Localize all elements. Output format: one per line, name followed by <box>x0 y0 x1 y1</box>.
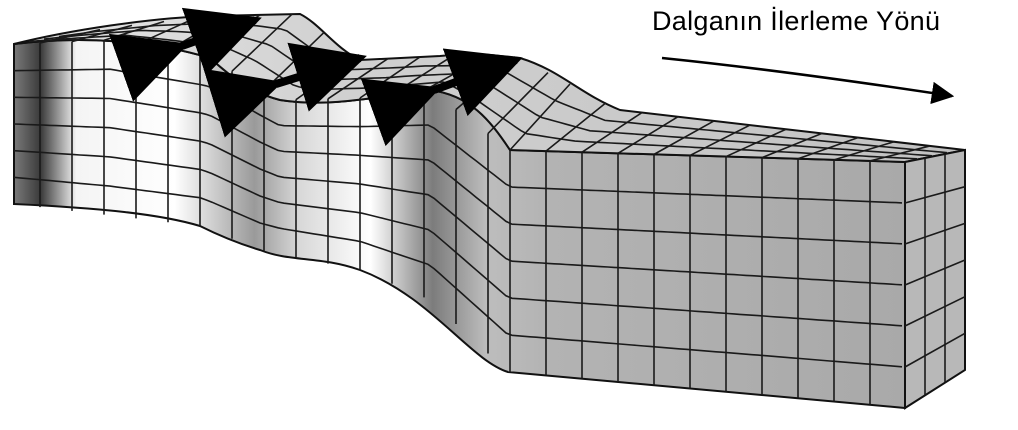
grid-line <box>13 123 903 286</box>
grid-line <box>833 141 895 161</box>
grid-line <box>689 124 751 157</box>
grid-line <box>904 332 966 368</box>
grid-line <box>39 28 101 44</box>
end-face-grid <box>904 154 966 396</box>
grid-line <box>13 96 903 245</box>
grid-line <box>904 222 966 245</box>
grid-line <box>13 176 903 368</box>
grid-line <box>13 149 903 327</box>
grid-line <box>904 259 966 286</box>
grid-line <box>581 111 643 153</box>
grid-line <box>904 185 966 204</box>
grid-line <box>869 145 931 162</box>
grid-line <box>653 120 715 156</box>
grid-line <box>617 116 679 154</box>
motion-arrow-icon <box>360 48 523 147</box>
grid-line <box>725 128 787 158</box>
grid-line <box>797 136 859 160</box>
grid-line <box>904 295 966 327</box>
grid-line <box>545 102 607 152</box>
grid-line <box>761 132 823 159</box>
propagation-arrow-icon <box>661 56 955 105</box>
motion-arrow-icon <box>203 42 367 138</box>
motion-arrow-icon <box>108 7 262 102</box>
propagation-direction-label: Dalganın İlerleme Yönü <box>652 6 941 36</box>
